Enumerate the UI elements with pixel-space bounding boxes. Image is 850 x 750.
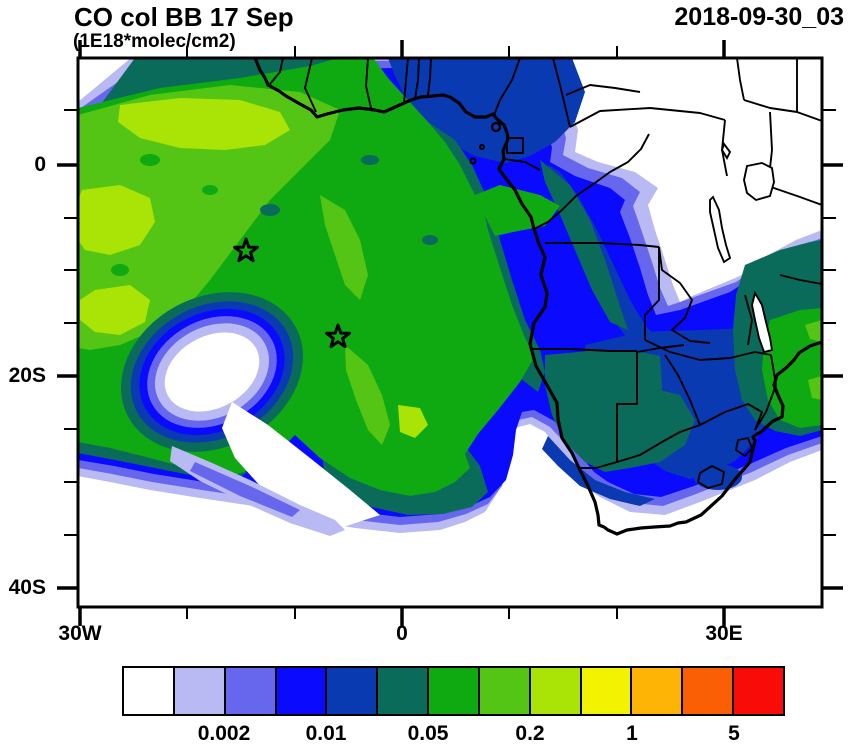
x-tick-label: 30W: [58, 622, 102, 645]
principe-island: [479, 144, 485, 150]
colorbar-label: 0.002: [197, 722, 251, 745]
y-tick-label: 40S: [8, 576, 46, 599]
colorbar-swatch: [274, 666, 328, 716]
colorbar-swatch: [681, 666, 735, 716]
x-tick-label: 0: [396, 622, 408, 645]
colorbar-swatch: [376, 666, 430, 716]
colorbar-swatch: [579, 666, 633, 716]
lake-albert: [720, 141, 732, 160]
star-marker-2: [325, 323, 351, 349]
bioko-island: [490, 121, 502, 133]
colorbar-swatch: [528, 666, 582, 716]
clear-eye-rings: [121, 292, 303, 452]
page-title: CO col BB 17 Sep: [74, 2, 294, 32]
colorbar-swatch: [122, 666, 175, 716]
lake-victoria: [743, 162, 775, 202]
colorbar-label: 1: [626, 722, 638, 745]
colorbar-label: 0.2: [515, 722, 545, 745]
map-frame: [57, 40, 843, 626]
major-ticks: [57, 40, 843, 626]
colorbar-swatch: [325, 666, 379, 716]
star-marker-1: [233, 237, 259, 263]
colorbar-swatch: [477, 666, 531, 716]
eswatini-border: [735, 437, 753, 457]
colorbar: [122, 666, 785, 716]
contour-field: [79, 58, 821, 606]
country-borders: [269, 58, 821, 489]
y-tick-label: 20S: [8, 364, 46, 387]
lake-malawi: [751, 290, 774, 354]
colorbar-swatch: [732, 666, 785, 716]
sao-tome-island: [469, 157, 477, 165]
colorbar-swatch: [172, 666, 226, 716]
coastline-path: [253, 58, 821, 536]
lakes: [709, 141, 775, 354]
colorbar-label: 0.05: [407, 722, 449, 745]
minor-ticks: [64, 46, 836, 619]
colorbar-swatch: [427, 666, 480, 716]
units-label: (1E18*molec/cm2): [73, 31, 236, 52]
y-tick-label: 0: [34, 153, 46, 176]
timestamp: 2018-09-30_03: [674, 3, 844, 31]
colorbar-swatch: [223, 666, 277, 716]
x-tick-label: 30E: [705, 622, 743, 645]
lesotho-border: [697, 465, 725, 489]
colorbar-label: 5: [728, 722, 740, 745]
lake-tanganyika: [709, 195, 732, 264]
colorbar-label: 0.01: [305, 722, 347, 745]
colorbar-swatch: [630, 666, 684, 716]
